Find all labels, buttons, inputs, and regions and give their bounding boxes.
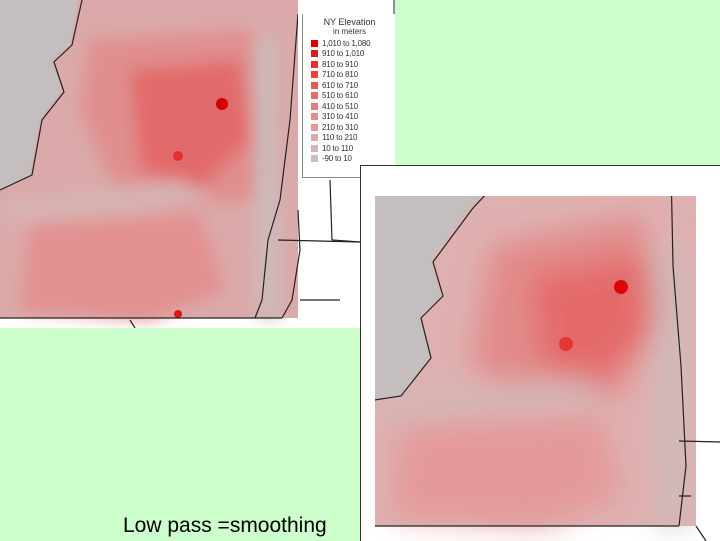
legend-label: 110 to 210 (322, 133, 358, 143)
legend-swatch (311, 71, 318, 79)
high-core (130, 60, 250, 190)
caption-text: Low pass =smoothing (123, 514, 327, 537)
hudson-valley (255, 40, 280, 318)
legend-swatch (311, 92, 318, 100)
legend-swatch (311, 102, 318, 110)
legend-label: 10 to 110 (322, 143, 353, 153)
legend-swatch (311, 113, 318, 121)
legend-item: 910 to 1,010 (303, 49, 395, 60)
border-line-4 (0, 299, 340, 328)
elevation-raster-smoothed (361, 166, 720, 541)
legend-swatch (311, 144, 318, 152)
legend-item: 1,010 to 1,080 (303, 38, 395, 49)
smoothed-lake-region (361, 166, 511, 401)
legend-label: 810 to 910 (322, 59, 358, 69)
legend-item: 210 to 310 (303, 122, 395, 133)
legend-item: 10 to 110 (303, 143, 395, 154)
peak-spot-3 (174, 310, 182, 318)
legend-items: 1,010 to 1,080 910 to 1,010 810 to 910 710 … (303, 38, 395, 164)
peak-spot-2 (173, 151, 183, 161)
legend-item: 610 to 710 (303, 80, 395, 91)
legend-label: 210 to 310 (322, 122, 358, 132)
lowland-valley (0, 180, 220, 225)
elevation-map-original: NY Elevation in meters 1,010 to 1,080 910… (0, 0, 395, 328)
legend-swatch (311, 134, 318, 142)
legend-item: -90 to 10 (303, 154, 395, 165)
legend-label: 910 to 1,010 (322, 49, 365, 59)
border-line-3 (277, 239, 361, 243)
legend-swatch (311, 50, 318, 58)
border-line-1 (281, 209, 301, 319)
legend-item: 510 to 610 (303, 91, 395, 102)
smoothed-state-border (361, 166, 514, 403)
state-border (0, 0, 83, 191)
legend-item: 410 to 510 (303, 101, 395, 112)
smoothed-peak (614, 280, 628, 294)
smoothed-peak-2 (559, 337, 573, 351)
smoothed-south (391, 416, 621, 526)
lake-region (0, 0, 78, 190)
smoothed-hudson (656, 246, 686, 526)
legend-swatch (311, 81, 318, 89)
legend-label: 310 to 410 (322, 112, 358, 122)
legend-label: -90 to 10 (322, 154, 352, 164)
legend-swatch (311, 60, 318, 68)
legend-label: 1,010 to 1,080 (322, 38, 371, 48)
smoothed-east-border (670, 166, 687, 527)
elevation-map-smoothed (360, 165, 720, 541)
catskill-zone (20, 215, 225, 320)
smoothed-valley (371, 376, 611, 426)
smoothed-west-edge (361, 166, 375, 541)
east-border (254, 13, 299, 319)
legend-title: NY Elevation (323, 17, 376, 27)
legend-label: 710 to 810 (322, 70, 358, 80)
legend-item: 710 to 810 (303, 70, 395, 81)
legend-swatch (311, 155, 318, 163)
legend-subtitle: in meters (333, 27, 366, 36)
legend-item: 310 to 410 (303, 112, 395, 123)
legend-swatch (311, 39, 318, 47)
legend-item: 810 to 910 (303, 59, 395, 70)
smoothed-outside-east (696, 166, 720, 541)
legend-label: 610 to 710 (322, 80, 358, 90)
legend-label: 510 to 610 (322, 91, 358, 101)
legend-swatch (311, 123, 318, 131)
legend-label: 410 to 510 (322, 101, 358, 111)
smoothed-border-lines (361, 440, 720, 541)
peak-spot (216, 98, 228, 110)
legend-item: 110 to 210 (303, 133, 395, 144)
map-legend: NY Elevation in meters 1,010 to 1,080 910… (302, 14, 395, 178)
